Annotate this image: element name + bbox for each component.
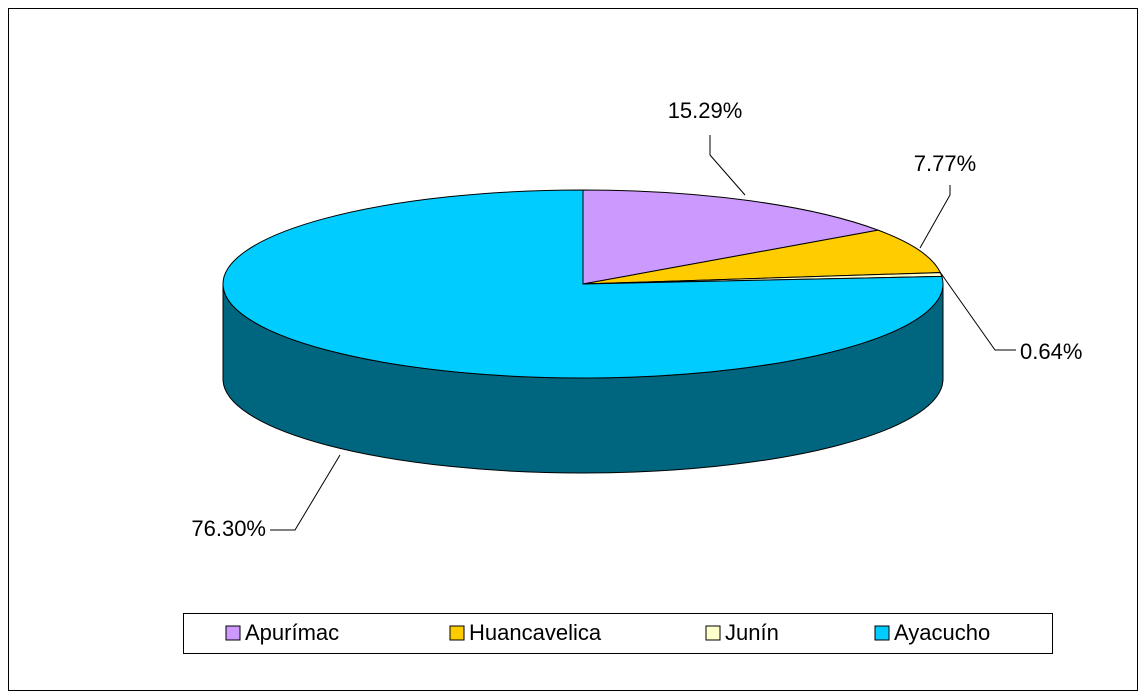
pie-slice [582,229,942,285]
data-label: 7.77% [914,151,976,176]
leader-line [919,185,951,249]
legend-swatch [449,625,465,641]
legend-swatch [705,625,721,641]
legend-label: Ayacucho [894,620,990,645]
pie-slice [222,189,944,379]
legend-label: Junín [725,620,779,645]
leader-line [270,454,341,531]
leader-line [939,271,1016,351]
leader-line [709,135,746,196]
legend-swatch [874,625,890,641]
data-label: 0.64% [1020,339,1082,364]
legend-label: Apurímac [245,620,339,645]
pie-slice [582,189,880,285]
legend-swatch [225,625,241,641]
data-label: 76.30% [191,516,266,541]
legend-label: Huancavelica [469,620,602,645]
data-label: 15.29% [668,98,743,123]
legend-box [183,613,1053,654]
